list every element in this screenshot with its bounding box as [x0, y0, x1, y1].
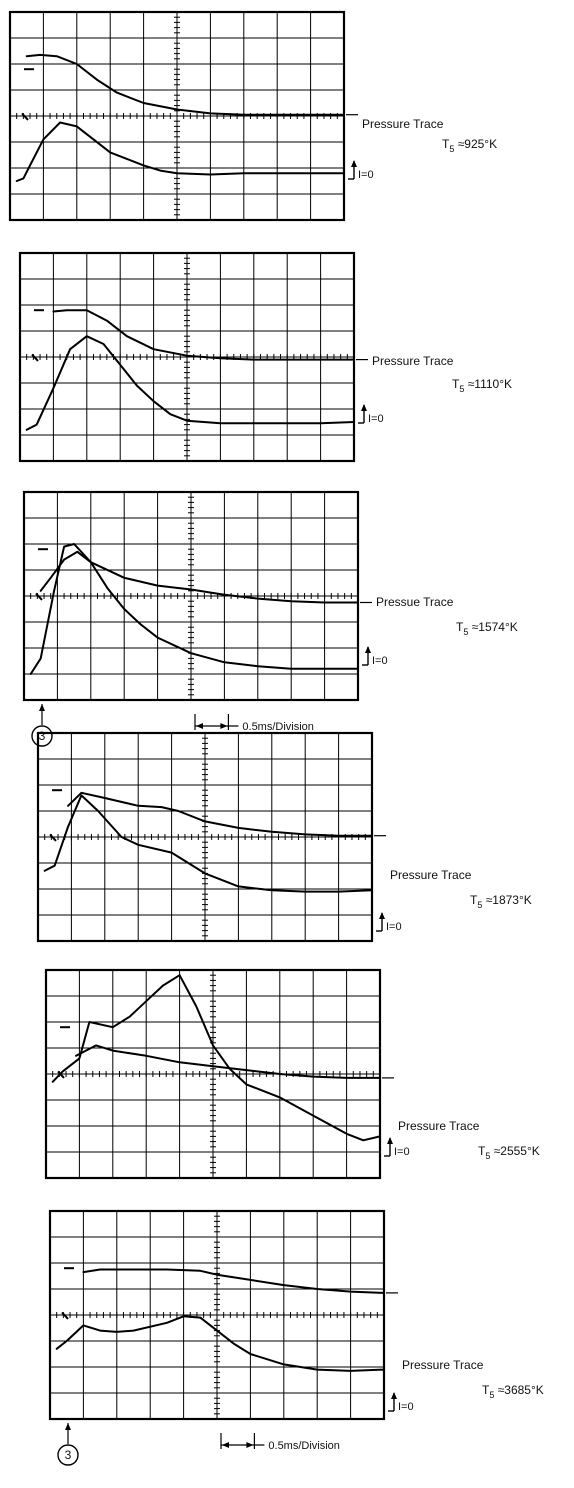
trace-marker	[31, 353, 39, 362]
pressure-trace-line	[39, 550, 359, 604]
trace-marker	[57, 1070, 65, 1079]
signal-trace-line	[25, 335, 355, 431]
temperature-label: T5 ≈3685°K	[482, 1383, 544, 1400]
zero-arrow-head	[365, 646, 371, 653]
trace-marker	[61, 1311, 69, 1320]
pressure-trace-line	[82, 1268, 385, 1294]
pressure-trace-line	[75, 1044, 381, 1079]
pressure-trace-label: Pressure Trace	[402, 1358, 484, 1372]
oscillogram-panel-5: Pressure Trace T5 ≈2555°K I=0	[44, 968, 540, 1180]
scale-label: 0.5ms/Division	[242, 721, 314, 733]
zero-arrow-head	[387, 1137, 393, 1144]
zero-label: I=0	[386, 921, 402, 933]
marker-label: 3	[65, 1448, 72, 1462]
zero-arrow-head	[351, 160, 357, 167]
zero-label: I=0	[358, 169, 374, 181]
pressure-trace-label: Pressure Trace	[390, 868, 472, 882]
zero-arrow-head	[379, 912, 385, 919]
signal-trace-line	[29, 543, 359, 675]
pressure-trace-label: Pressure Trace	[398, 1119, 480, 1133]
signal-trace-line	[55, 1315, 385, 1372]
signal-trace-line	[51, 974, 381, 1142]
pressure-trace-label: Pressue Trace	[376, 595, 454, 609]
marker-circle	[31, 725, 53, 747]
pressure-trace-label: Pressure Trace	[362, 117, 444, 131]
oscillogram-panel-1: Pressure Trace T5 ≈925°K I=0	[8, 10, 497, 222]
marker-label: 3	[39, 729, 46, 743]
scale-label: 0.5ms/Division	[268, 1440, 340, 1452]
zero-label: I=0	[398, 1401, 414, 1413]
pressure-trace-label: Pressure Trace	[372, 354, 454, 368]
zero-label: I=0	[368, 413, 384, 425]
temperature-label: T5 ≈925°K	[442, 137, 497, 154]
zero-label: I=0	[394, 1146, 410, 1158]
temperature-label: T5 ≈1574°K	[456, 620, 518, 637]
temperature-label: T5 ≈1110°K	[452, 377, 512, 394]
scale-arrow-head	[222, 1442, 229, 1448]
temperature-label: T5 ≈1873°K	[470, 893, 532, 910]
pressure-trace-line	[52, 309, 355, 361]
oscillogram-panel-6: Pressure Trace T5 ≈3685°K I=0 0.5ms/Divisio…	[48, 1209, 544, 1466]
oscillogram-panel-4: Pressure Trace T5 ≈1873°K I=0	[36, 731, 532, 943]
scale-arrow-head	[246, 1442, 254, 1448]
trace-marker	[35, 592, 43, 601]
oscillogram-panel-2: Pressure Trace T5 ≈1110°K I=0	[18, 251, 512, 463]
trace-marker	[21, 112, 29, 121]
scale-arrow-head	[196, 723, 203, 729]
marker-arrow-head	[39, 704, 45, 711]
zero-arrow-head	[361, 404, 367, 411]
trace-marker	[49, 833, 57, 842]
zero-label: I=0	[372, 655, 388, 667]
signal-trace-line	[15, 121, 345, 182]
signal-trace-line	[43, 794, 373, 893]
marker-circle	[57, 1444, 79, 1466]
pressure-trace-line	[25, 53, 345, 116]
temperature-label: T5 ≈2555°K	[478, 1144, 540, 1161]
zero-arrow-head	[391, 1392, 397, 1399]
marker-arrow-head	[65, 1423, 71, 1430]
scale-arrow-head	[220, 723, 228, 729]
pressure-trace-line	[67, 791, 373, 837]
